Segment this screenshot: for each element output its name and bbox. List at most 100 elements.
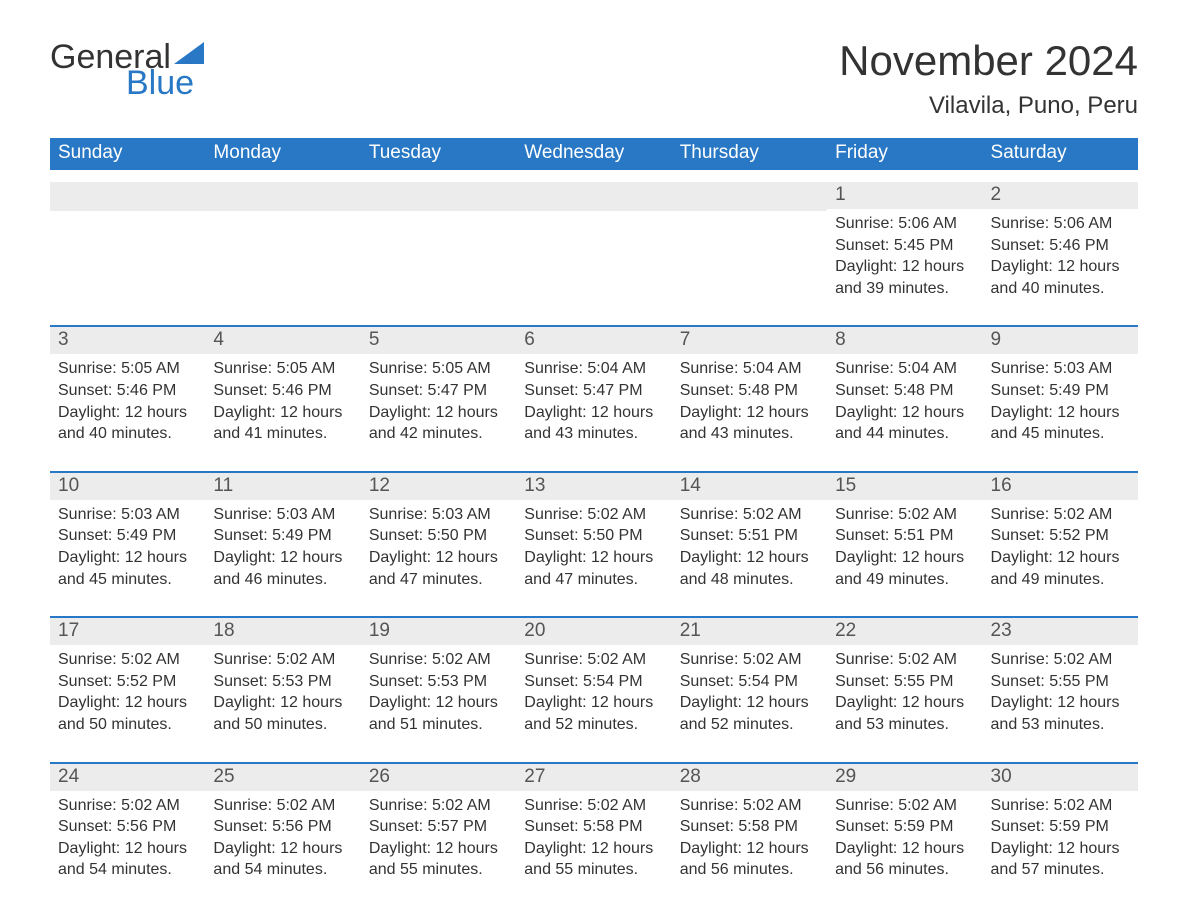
day-cell: 12Sunrise: 5:03 AMSunset: 5:50 PMDayligh… xyxy=(361,471,516,594)
daylight-line: Daylight: 12 hours and 47 minutes. xyxy=(524,547,663,590)
sunset-line: Sunset: 5:53 PM xyxy=(369,671,508,693)
day-header: Monday xyxy=(205,138,360,170)
sunrise-line: Sunrise: 5:06 AM xyxy=(991,213,1130,235)
day-body: Sunrise: 5:05 AMSunset: 5:46 PMDaylight:… xyxy=(50,354,205,448)
daylight-line: Daylight: 12 hours and 56 minutes. xyxy=(680,838,819,881)
day-cell: 25Sunrise: 5:02 AMSunset: 5:56 PMDayligh… xyxy=(205,762,360,885)
day-header: Sunday xyxy=(50,138,205,170)
day-cell: 29Sunrise: 5:02 AMSunset: 5:59 PMDayligh… xyxy=(827,762,982,885)
day-number: 24 xyxy=(50,762,205,791)
sunset-line: Sunset: 5:52 PM xyxy=(58,671,197,693)
day-body: Sunrise: 5:02 AMSunset: 5:51 PMDaylight:… xyxy=(672,500,827,594)
day-header: Tuesday xyxy=(361,138,516,170)
day-body: Sunrise: 5:03 AMSunset: 5:49 PMDaylight:… xyxy=(983,354,1138,448)
day-number: 26 xyxy=(361,762,516,791)
day-cell: 18Sunrise: 5:02 AMSunset: 5:53 PMDayligh… xyxy=(205,616,360,739)
day-body: Sunrise: 5:02 AMSunset: 5:58 PMDaylight:… xyxy=(672,791,827,885)
sunset-line: Sunset: 5:51 PM xyxy=(680,525,819,547)
sunrise-line: Sunrise: 5:02 AM xyxy=(58,795,197,817)
sunrise-line: Sunrise: 5:02 AM xyxy=(369,649,508,671)
daylight-line: Daylight: 12 hours and 56 minutes. xyxy=(835,838,974,881)
day-cell: 4Sunrise: 5:05 AMSunset: 5:46 PMDaylight… xyxy=(205,325,360,448)
day-number: 17 xyxy=(50,616,205,645)
day-cell: 6Sunrise: 5:04 AMSunset: 5:47 PMDaylight… xyxy=(516,325,671,448)
day-cell: 11Sunrise: 5:03 AMSunset: 5:49 PMDayligh… xyxy=(205,471,360,594)
day-body: Sunrise: 5:03 AMSunset: 5:50 PMDaylight:… xyxy=(361,500,516,594)
daylight-line: Daylight: 12 hours and 55 minutes. xyxy=(524,838,663,881)
day-body: Sunrise: 5:02 AMSunset: 5:58 PMDaylight:… xyxy=(516,791,671,885)
day-cell: 5Sunrise: 5:05 AMSunset: 5:47 PMDaylight… xyxy=(361,325,516,448)
day-body: Sunrise: 5:06 AMSunset: 5:45 PMDaylight:… xyxy=(827,209,982,303)
day-header: Saturday xyxy=(983,138,1138,170)
sunrise-line: Sunrise: 5:02 AM xyxy=(524,649,663,671)
daylight-line: Daylight: 12 hours and 43 minutes. xyxy=(524,402,663,445)
day-number: 15 xyxy=(827,471,982,500)
daylight-line: Daylight: 12 hours and 54 minutes. xyxy=(213,838,352,881)
daylight-line: Daylight: 12 hours and 47 minutes. xyxy=(369,547,508,590)
day-cell: 21Sunrise: 5:02 AMSunset: 5:54 PMDayligh… xyxy=(672,616,827,739)
location: Vilavila, Puno, Peru xyxy=(839,92,1138,120)
sunset-line: Sunset: 5:49 PM xyxy=(991,380,1130,402)
day-number: 14 xyxy=(672,471,827,500)
daylight-line: Daylight: 12 hours and 39 minutes. xyxy=(835,256,974,299)
sunrise-line: Sunrise: 5:02 AM xyxy=(524,504,663,526)
daylight-line: Daylight: 12 hours and 43 minutes. xyxy=(680,402,819,445)
day-number xyxy=(672,182,827,211)
daylight-line: Daylight: 12 hours and 52 minutes. xyxy=(524,692,663,735)
day-number: 27 xyxy=(516,762,671,791)
day-cell: 1Sunrise: 5:06 AMSunset: 5:45 PMDaylight… xyxy=(827,182,982,303)
page-header: General Blue November 2024 Vilavila, Pun… xyxy=(50,40,1138,120)
day-number: 8 xyxy=(827,325,982,354)
day-number: 20 xyxy=(516,616,671,645)
sunset-line: Sunset: 5:58 PM xyxy=(680,816,819,838)
day-body: Sunrise: 5:03 AMSunset: 5:49 PMDaylight:… xyxy=(205,500,360,594)
day-body: Sunrise: 5:02 AMSunset: 5:55 PMDaylight:… xyxy=(827,645,982,739)
logo-word2: Blue xyxy=(126,66,204,100)
day-body: Sunrise: 5:02 AMSunset: 5:53 PMDaylight:… xyxy=(205,645,360,739)
sunrise-line: Sunrise: 5:02 AM xyxy=(524,795,663,817)
sunset-line: Sunset: 5:56 PM xyxy=(58,816,197,838)
calendar: SundayMondayTuesdayWednesdayThursdayFrid… xyxy=(50,138,1138,885)
day-number: 22 xyxy=(827,616,982,645)
day-header: Wednesday xyxy=(516,138,671,170)
sunrise-line: Sunrise: 5:02 AM xyxy=(680,795,819,817)
daylight-line: Daylight: 12 hours and 53 minutes. xyxy=(835,692,974,735)
daylight-line: Daylight: 12 hours and 57 minutes. xyxy=(991,838,1130,881)
daylight-line: Daylight: 12 hours and 48 minutes. xyxy=(680,547,819,590)
calendar-week: 17Sunrise: 5:02 AMSunset: 5:52 PMDayligh… xyxy=(50,616,1138,739)
day-number xyxy=(205,182,360,211)
day-body: Sunrise: 5:02 AMSunset: 5:59 PMDaylight:… xyxy=(983,791,1138,885)
daylight-line: Daylight: 12 hours and 44 minutes. xyxy=(835,402,974,445)
day-cell: 23Sunrise: 5:02 AMSunset: 5:55 PMDayligh… xyxy=(983,616,1138,739)
day-number: 18 xyxy=(205,616,360,645)
day-body: Sunrise: 5:02 AMSunset: 5:52 PMDaylight:… xyxy=(50,645,205,739)
day-cell: 20Sunrise: 5:02 AMSunset: 5:54 PMDayligh… xyxy=(516,616,671,739)
day-header: Friday xyxy=(827,138,982,170)
sunset-line: Sunset: 5:46 PM xyxy=(58,380,197,402)
day-cell xyxy=(672,182,827,303)
sunset-line: Sunset: 5:59 PM xyxy=(835,816,974,838)
day-cell xyxy=(516,182,671,303)
day-body: Sunrise: 5:02 AMSunset: 5:56 PMDaylight:… xyxy=(205,791,360,885)
daylight-line: Daylight: 12 hours and 45 minutes. xyxy=(58,547,197,590)
sunrise-line: Sunrise: 5:06 AM xyxy=(835,213,974,235)
sunrise-line: Sunrise: 5:02 AM xyxy=(835,504,974,526)
day-body: Sunrise: 5:02 AMSunset: 5:57 PMDaylight:… xyxy=(361,791,516,885)
sunset-line: Sunset: 5:54 PM xyxy=(680,671,819,693)
daylight-line: Daylight: 12 hours and 42 minutes. xyxy=(369,402,508,445)
sunrise-line: Sunrise: 5:02 AM xyxy=(680,504,819,526)
daylight-line: Daylight: 12 hours and 52 minutes. xyxy=(680,692,819,735)
sunrise-line: Sunrise: 5:02 AM xyxy=(991,649,1130,671)
day-cell: 2Sunrise: 5:06 AMSunset: 5:46 PMDaylight… xyxy=(983,182,1138,303)
sunset-line: Sunset: 5:55 PM xyxy=(991,671,1130,693)
day-number: 13 xyxy=(516,471,671,500)
day-cell: 9Sunrise: 5:03 AMSunset: 5:49 PMDaylight… xyxy=(983,325,1138,448)
sunrise-line: Sunrise: 5:03 AM xyxy=(58,504,197,526)
daylight-line: Daylight: 12 hours and 50 minutes. xyxy=(213,692,352,735)
sunset-line: Sunset: 5:56 PM xyxy=(213,816,352,838)
day-number: 30 xyxy=(983,762,1138,791)
day-cell: 26Sunrise: 5:02 AMSunset: 5:57 PMDayligh… xyxy=(361,762,516,885)
day-cell: 30Sunrise: 5:02 AMSunset: 5:59 PMDayligh… xyxy=(983,762,1138,885)
day-body: Sunrise: 5:04 AMSunset: 5:48 PMDaylight:… xyxy=(827,354,982,448)
title-block: November 2024 Vilavila, Puno, Peru xyxy=(839,40,1138,120)
